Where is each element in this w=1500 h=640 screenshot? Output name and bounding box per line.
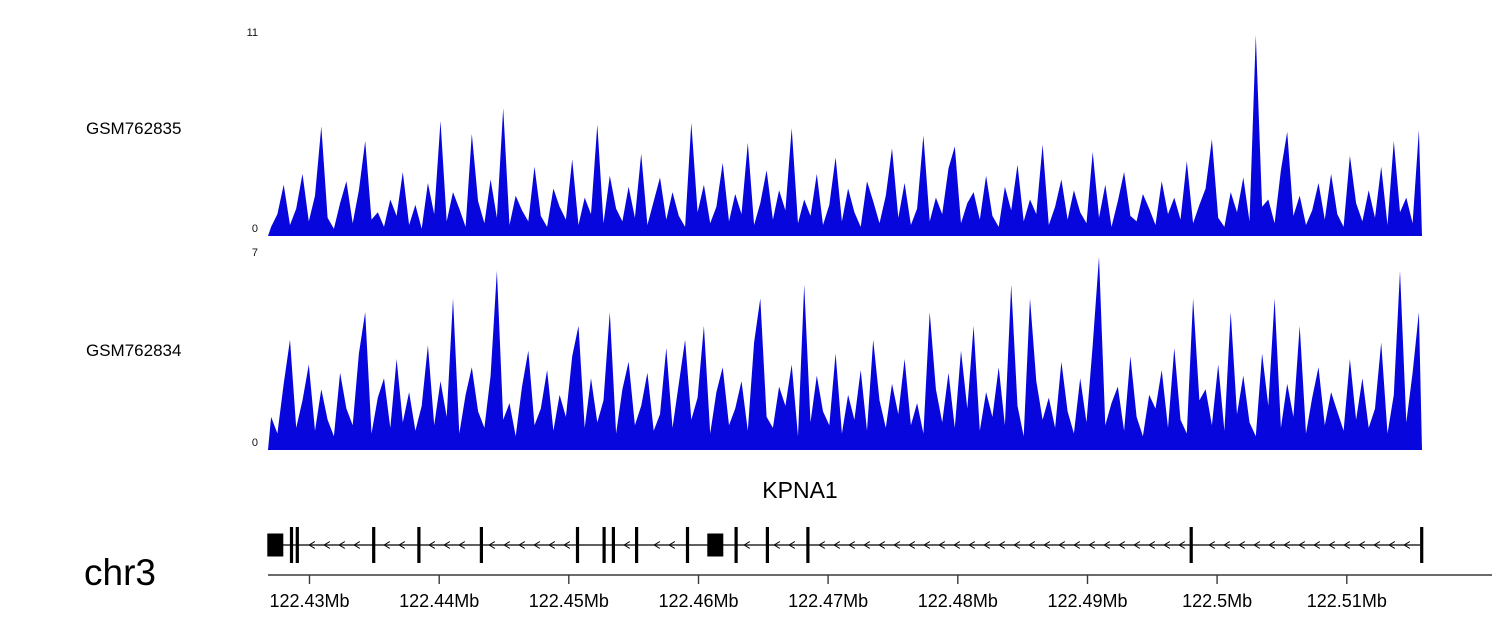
axis-tick-label: 122.51Mb — [1307, 591, 1387, 611]
exon-box — [707, 533, 724, 557]
gene-exons — [267, 527, 1424, 563]
axis-tick-label: 122.46Mb — [658, 591, 738, 611]
exon-tick — [611, 527, 615, 563]
track2-ymax-label: 7 — [251, 247, 258, 259]
exon-box — [267, 533, 284, 557]
exon-tick — [1420, 527, 1424, 563]
track1-ymin-label: 0 — [251, 223, 258, 235]
exon-tick — [479, 527, 483, 563]
exon-tick — [685, 527, 690, 563]
exon-tick — [575, 527, 580, 563]
exon-tick — [372, 527, 376, 563]
exon-tick — [289, 527, 294, 563]
axis-tick-label: 122.44Mb — [399, 591, 479, 611]
strand-arrows — [308, 541, 1411, 549]
signal-area-gsm762834 — [268, 257, 1422, 450]
exon-tick — [1189, 527, 1193, 563]
signal-area-gsm762835 — [268, 35, 1422, 236]
exon-tick — [734, 527, 738, 563]
exon-tick — [635, 527, 639, 563]
axis-tick-label: 122.47Mb — [788, 591, 868, 611]
exon-tick — [765, 527, 769, 563]
axis-tick-label: 122.5Mb — [1182, 591, 1252, 611]
signal-track-gsm762835 — [268, 35, 1422, 236]
axis-tick-label: 122.45Mb — [529, 591, 609, 611]
signal-track-gsm762834 — [268, 257, 1422, 450]
track-label-gsm762834: GSM762834 — [86, 341, 182, 360]
track1-ymax-label: 11 — [246, 27, 258, 39]
chromosome-label: chr3 — [84, 552, 156, 593]
exon-tick — [417, 527, 421, 563]
axis-tick-label: 122.48Mb — [918, 591, 998, 611]
exon-tick — [806, 527, 810, 563]
track-label-gsm762835: GSM762835 — [86, 119, 182, 138]
axis-tick-label: 122.43Mb — [269, 591, 349, 611]
axis-group: 122.43Mb 122.44Mb 122.45Mb 122.46Mb 122.47Mb… — [268, 574, 1492, 611]
exon-tick — [295, 527, 299, 563]
gene-model-track — [267, 527, 1424, 563]
axis-tick-label: 122.49Mb — [1047, 591, 1127, 611]
exon-tick — [602, 527, 606, 563]
track2-ymin-label: 0 — [251, 437, 258, 449]
genome-axis: 122.43Mb 122.44Mb 122.45Mb 122.46Mb 122.47Mb… — [268, 574, 1492, 611]
gene-model — [267, 527, 1424, 563]
gene-name-label: KPNA1 — [762, 477, 838, 503]
